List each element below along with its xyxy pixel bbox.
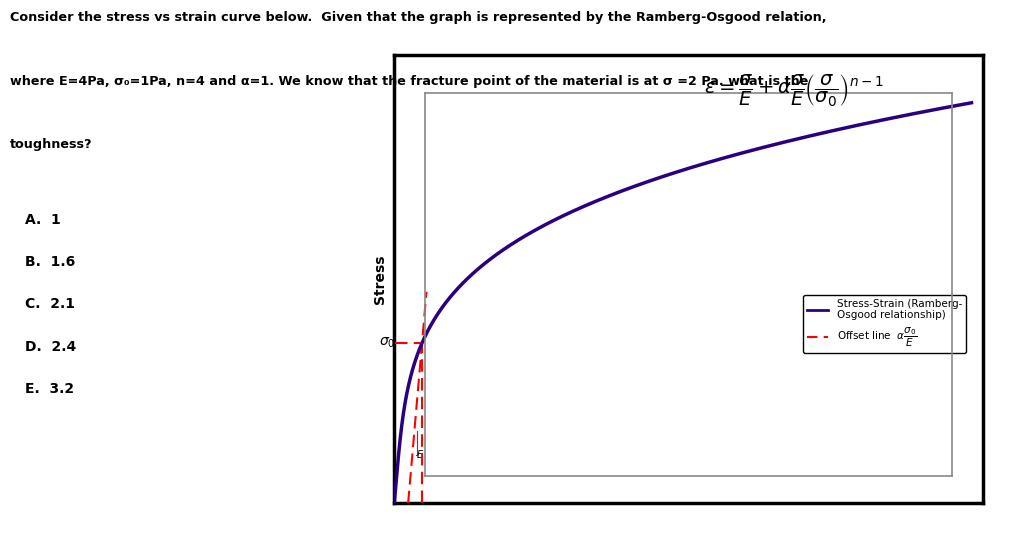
- Text: E.  3.2: E. 3.2: [26, 382, 75, 397]
- Text: C.  2.1: C. 2.1: [26, 298, 76, 311]
- Text: A.  1: A. 1: [26, 213, 61, 226]
- Legend: Stress-Strain (Ramberg-
Osgood relationship), Offset line  $\alpha\dfrac{\sigma_: Stress-Strain (Ramberg- Osgood relations…: [803, 295, 966, 353]
- Text: $\sigma_0$: $\sigma_0$: [379, 336, 395, 350]
- Text: B.  1.6: B. 1.6: [26, 255, 76, 269]
- Text: $\varepsilon = \dfrac{\sigma}{E} + \alpha\dfrac{\sigma}{E}\left(\dfrac{\sigma}{\: $\varepsilon = \dfrac{\sigma}{E} + \alph…: [703, 72, 884, 108]
- Text: E: E: [417, 450, 423, 460]
- Text: where E=4Pa, σ₀=1Pa, n=4 and α=1. We know that the fracture point of the materia: where E=4Pa, σ₀=1Pa, n=4 and α=1. We kno…: [10, 74, 809, 88]
- Text: D.  2.4: D. 2.4: [26, 340, 77, 354]
- Y-axis label: Stress: Stress: [374, 254, 387, 304]
- Text: toughness?: toughness?: [10, 138, 93, 152]
- Text: Consider the stress vs strain curve below.  Given that the graph is represented : Consider the stress vs strain curve belo…: [10, 11, 826, 24]
